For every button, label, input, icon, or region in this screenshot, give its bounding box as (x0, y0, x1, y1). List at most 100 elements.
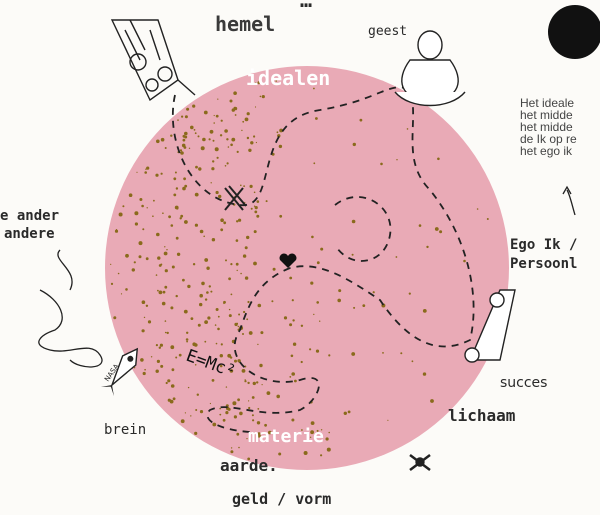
speckle-dot (175, 356, 178, 359)
speckle-dot (422, 372, 427, 376)
speckle-dot (237, 325, 239, 328)
speckle-dot (246, 235, 250, 240)
speckle-dot (236, 150, 239, 153)
speckle-dot (230, 450, 234, 454)
speckle-dot (140, 358, 144, 362)
speckle-dot (190, 317, 194, 320)
side-note: Het ideale het midde het midde de Ik op … (520, 97, 577, 157)
speckle-dot (463, 259, 466, 263)
speckle-dot (289, 276, 293, 280)
speckle-dot (162, 290, 166, 294)
speckle-dot (215, 342, 218, 345)
speckle-dot (486, 218, 489, 220)
speckle-dot (309, 348, 312, 351)
speckle-dot (234, 322, 238, 327)
speckle-dot (257, 303, 262, 308)
speckle-dot (254, 210, 258, 214)
speckle-dot (160, 172, 163, 175)
speckle-dot (146, 166, 150, 170)
speckle-dot (310, 421, 315, 425)
speckle-dot (199, 410, 204, 414)
speckle-dot (396, 159, 398, 161)
speckle-dot (183, 177, 187, 181)
speckle-dot (170, 134, 173, 137)
speckle-dot (264, 423, 267, 427)
speckle-dot (186, 340, 189, 343)
speckle-dot (219, 364, 223, 368)
speckle-dot (214, 147, 219, 152)
speckle-dot (276, 131, 279, 134)
speckle-dot (142, 371, 146, 376)
speckle-dot (172, 397, 176, 401)
speckle-dot (110, 282, 114, 285)
speckle-dot (141, 300, 146, 305)
speckle-dot (157, 256, 161, 260)
speckle-dot (434, 227, 439, 231)
speckle-dot (156, 139, 160, 144)
speckle-dot (426, 245, 429, 249)
speckle-dot (351, 253, 354, 256)
speckle-dot (180, 151, 184, 155)
speckle-dot (291, 418, 295, 422)
speckle-dot (265, 200, 268, 203)
speckle-dot (211, 238, 216, 242)
speckle-dot (160, 263, 163, 266)
speckle-dot (138, 241, 143, 246)
speckle-dot (188, 147, 191, 149)
speckle-dot (187, 386, 190, 389)
speckle-dot (204, 258, 209, 262)
speckle-dot (253, 230, 257, 234)
speckle-dot (255, 141, 257, 144)
speckle-dot (160, 364, 164, 368)
top-cut-label: … (300, 0, 313, 12)
speckle-dot (209, 129, 214, 134)
speckle-dot (211, 379, 215, 382)
speckle-dot (223, 302, 225, 305)
speckle-dot (207, 316, 211, 320)
speckle-dot (212, 422, 217, 427)
geld-vorm-label: geld / vorm (232, 490, 332, 508)
speckle-dot (150, 356, 153, 358)
materie-label: materie (248, 426, 324, 447)
succes-label: succes (500, 375, 548, 391)
speckle-dot (219, 354, 223, 358)
speckle-dot (165, 381, 168, 385)
ander-label-2: andere (4, 226, 55, 242)
speckle-dot (319, 320, 321, 322)
speckle-dot (254, 206, 258, 210)
speckle-dot (193, 129, 196, 131)
speckle-dot (238, 446, 240, 449)
speckle-dot (243, 310, 246, 314)
speckle-dot (143, 316, 146, 319)
map-outline-icon (38, 249, 103, 368)
speckle-dot (439, 230, 443, 234)
speckle-dot (252, 419, 255, 422)
speckle-dot (283, 316, 288, 320)
speckle-dot (411, 360, 414, 363)
speckle-dot (256, 200, 260, 203)
speckle-dot (210, 290, 213, 293)
speckle-dot (234, 359, 237, 363)
speckle-dot (246, 112, 250, 116)
speckle-dot (180, 214, 184, 218)
speckle-dot (217, 315, 220, 318)
speckle-dot (155, 173, 159, 177)
speckle-dot (201, 281, 205, 286)
speckle-dot (326, 447, 331, 452)
speckle-dot (168, 215, 172, 219)
speckle-dot (177, 119, 179, 121)
speckle-dot (175, 294, 178, 298)
speckle-dot (275, 80, 278, 82)
speckle-dot (171, 368, 175, 372)
speckle-dot (237, 359, 241, 363)
ander-label-1: e ander (0, 208, 60, 224)
speckle-dot (114, 229, 119, 233)
speckle-dot (387, 419, 389, 421)
speckle-dot (247, 381, 250, 385)
speckle-dot (301, 429, 303, 431)
ego-label-2: Persoonl (510, 256, 578, 272)
speckle-dot (203, 235, 205, 238)
speckle-dot (199, 229, 204, 234)
speckle-dot (147, 320, 152, 324)
speckle-dot (406, 128, 409, 130)
